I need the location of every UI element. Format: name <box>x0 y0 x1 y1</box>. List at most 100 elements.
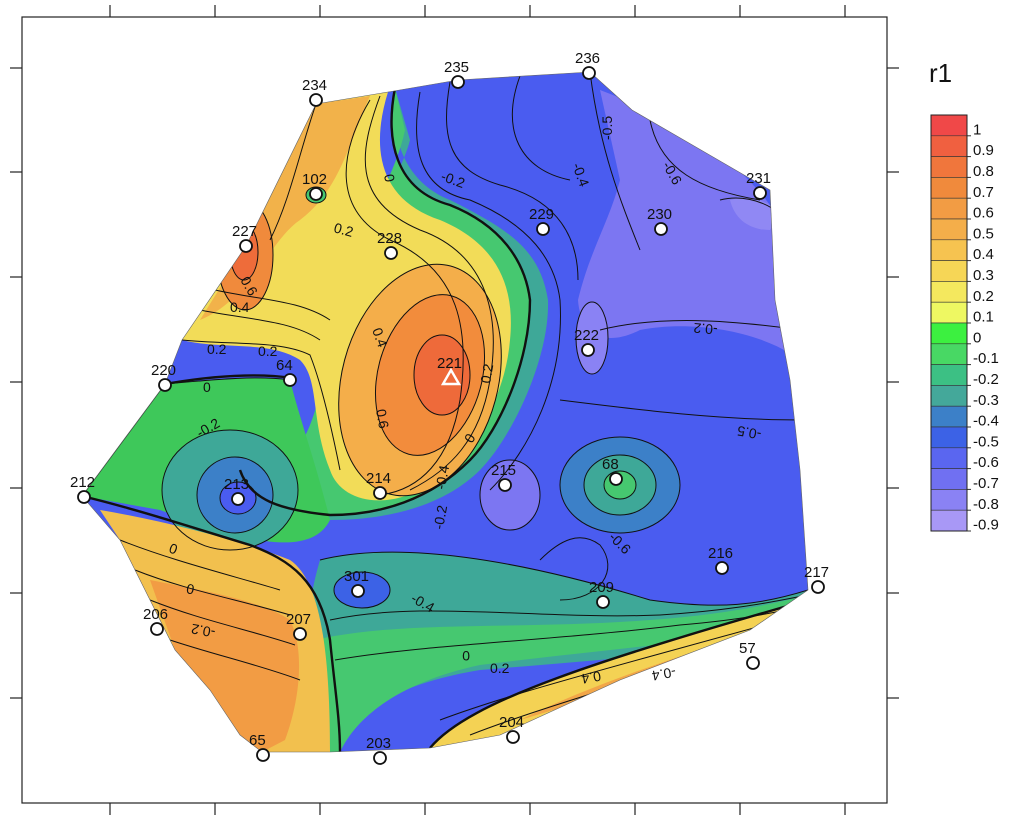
station-marker <box>293 627 307 641</box>
station-marker <box>283 373 297 387</box>
station-marker <box>451 75 465 89</box>
colorbar-cell <box>930 135 968 157</box>
colorbar-tick-label: -0.9 <box>973 517 999 534</box>
basin-222 <box>576 302 608 374</box>
colorbar-tick-label: -0.6 <box>973 454 999 471</box>
colorbar-tick-label: 0.3 <box>973 267 994 284</box>
contour-label: -0.4 <box>651 664 678 684</box>
colorbar-tick-label: -0.2 <box>973 371 999 388</box>
contour-label: -0.2 <box>439 168 467 191</box>
colorbar-cell <box>930 197 968 220</box>
station-label: 229 <box>529 206 554 223</box>
station-marker <box>309 93 323 107</box>
contour-label: 0.4 <box>369 326 391 350</box>
station-222: 222 <box>574 327 599 357</box>
colorbar-tick-label: 0.7 <box>973 184 994 201</box>
station-label: 203 <box>366 735 391 752</box>
station-label: 213 <box>224 476 249 493</box>
station-231: 231 <box>746 170 771 200</box>
station-214: 214 <box>366 470 391 500</box>
colorbar-cell <box>930 405 968 428</box>
contour-label: 0.2 <box>477 362 496 384</box>
station-label: 217 <box>804 564 829 581</box>
station-label: 236 <box>575 50 600 67</box>
station-marker <box>239 239 253 253</box>
station-label: 204 <box>499 714 524 731</box>
station-216: 216 <box>708 545 733 575</box>
station-label: 65 <box>249 732 266 749</box>
station-221: 221 <box>437 355 462 386</box>
contour-label: 0 <box>462 648 470 664</box>
colorbar-cell <box>930 489 968 511</box>
colorbar-tick-label: -0.1 <box>973 350 999 367</box>
station-65: 65 <box>249 732 270 762</box>
colorbar-tick-label: 0.4 <box>973 246 994 263</box>
station-label: 212 <box>70 474 95 491</box>
colorbar-tick-label: 0.2 <box>973 288 994 305</box>
station-213: 213 <box>224 476 249 506</box>
station-229: 229 <box>529 206 554 236</box>
contour-label: 0.2 <box>258 343 278 359</box>
contour-label: -0.2 <box>430 504 450 531</box>
colorbar-cell <box>930 322 968 345</box>
station-204: 204 <box>499 714 524 744</box>
colorbar-cell <box>930 156 968 178</box>
station-235: 235 <box>444 59 469 89</box>
station-marker <box>746 656 760 670</box>
colorbar-tick-label: 0 <box>973 329 981 346</box>
colorbar-tick-label: -0.8 <box>973 496 999 513</box>
station-227: 227 <box>232 223 257 253</box>
colorbar-cell <box>930 177 968 199</box>
contour-lines <box>82 72 808 752</box>
colorbar-frame <box>930 114 968 532</box>
station-label: 235 <box>444 59 469 76</box>
colorbar-cell <box>930 114 968 137</box>
station-marker <box>811 580 825 594</box>
station-215: 215 <box>491 462 516 492</box>
station-marker <box>373 751 387 765</box>
contour-field <box>82 72 808 752</box>
station-label: 231 <box>746 170 771 187</box>
colorbar-tick-label: -0.4 <box>973 413 999 430</box>
station-label: 221 <box>437 355 462 372</box>
colorbar-tick-label: 0.8 <box>973 163 994 180</box>
station-label: 214 <box>366 470 391 487</box>
station-marker <box>536 222 550 236</box>
basin-215 <box>480 460 540 530</box>
station-label: 230 <box>647 206 672 223</box>
station-217: 217 <box>804 564 829 594</box>
colorbar-tick-label: 0.6 <box>973 205 994 222</box>
station-label: 68 <box>602 456 619 473</box>
colorbar-tick-label: -0.3 <box>973 392 999 409</box>
contour-label: 0.2 <box>490 660 510 676</box>
station-marker <box>384 246 398 260</box>
station-label: 102 <box>302 171 327 188</box>
colorbar-tick-label: -0.7 <box>973 475 999 492</box>
station-label: 209 <box>589 579 614 596</box>
station-marker <box>582 66 596 80</box>
colorbar-cell <box>930 218 968 241</box>
colorbar-tick-label: 0.1 <box>973 309 994 326</box>
station-label: 227 <box>232 223 257 240</box>
colorbar-cell <box>930 468 968 490</box>
station-236: 236 <box>575 50 600 80</box>
station-203: 203 <box>366 735 391 765</box>
station-label: 215 <box>491 462 516 479</box>
colorbar-cell <box>930 385 968 407</box>
frame-ticks <box>10 5 899 815</box>
station-209: 209 <box>589 579 614 609</box>
contour-label: -0.2 <box>693 320 719 338</box>
station-label: 228 <box>377 230 402 247</box>
station-label: 216 <box>708 545 733 562</box>
peak-221-inner <box>414 335 470 415</box>
station-marker <box>150 622 164 636</box>
station-marker-triangle <box>440 367 462 386</box>
colorbar-cell <box>930 447 968 469</box>
station-212: 212 <box>70 474 95 504</box>
contour-label: -0.2 <box>190 621 217 641</box>
station-label: 64 <box>276 357 293 374</box>
colorbar-tick-label: 0.5 <box>973 225 994 242</box>
station-206: 206 <box>143 606 168 636</box>
colorbar: 1 0.9 0.8 0.7 0.6 0.5 0.4 0.3 0.2 0.1 0 -0.1 -0.2 -0.… <box>930 114 999 534</box>
colorbar-cell <box>930 239 968 261</box>
